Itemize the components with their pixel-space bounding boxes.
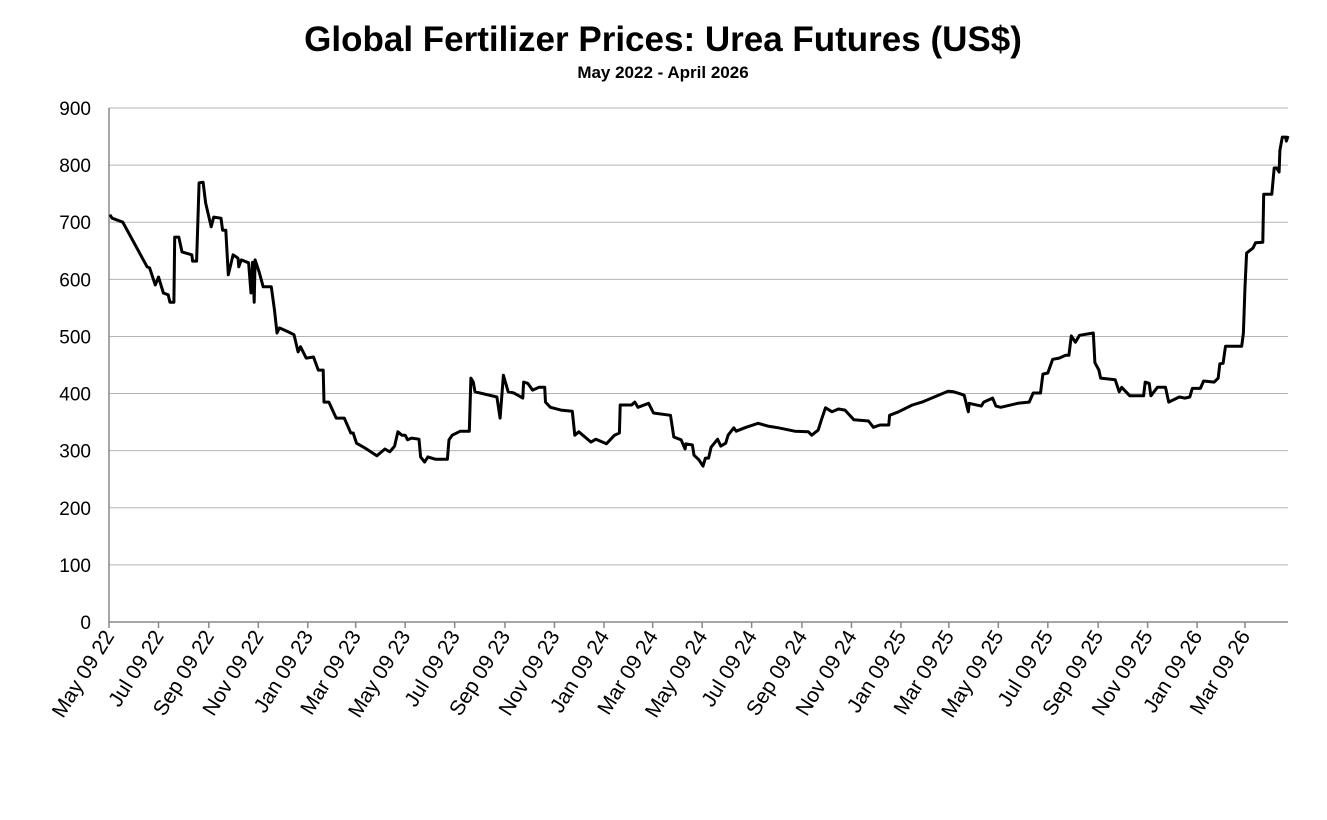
y-tick-label: 900 (59, 99, 91, 120)
series-group (108, 135, 1290, 468)
x-tick-label: May 09 22 (48, 626, 119, 721)
y-axis-ticks: 0 100 200 300 400 500 600 700 800 900 (59, 99, 91, 634)
y-tick-label: 200 (59, 499, 91, 520)
y-tick-label: 0 (80, 613, 91, 634)
y-tick-label: 700 (59, 213, 91, 234)
chart-subtitle: May 2022 - April 2026 (577, 63, 748, 82)
y-tick-label: 600 (59, 270, 91, 291)
price-line (108, 135, 1290, 468)
y-tick-label: 400 (59, 385, 91, 406)
y-tick-label: 300 (59, 442, 91, 463)
y-tick-label: 800 (59, 156, 91, 177)
y-tick-label: 100 (59, 556, 91, 577)
gridlines (109, 107, 1288, 566)
chart-title: Global Fertilizer Prices: Urea Futures (… (304, 20, 1022, 59)
y-tick-label: 500 (59, 327, 91, 348)
